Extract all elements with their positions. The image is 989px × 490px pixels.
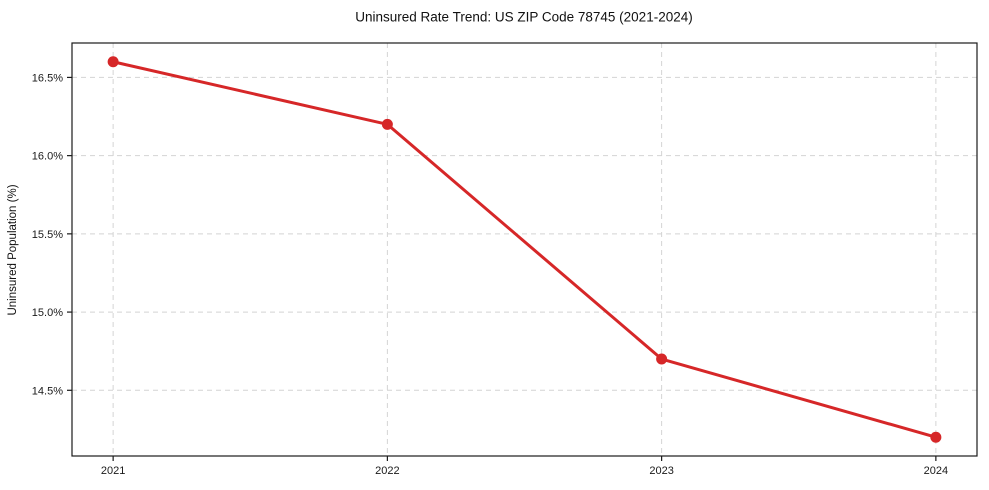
y-tick-label: 16.0% bbox=[32, 151, 63, 163]
data-point-marker bbox=[930, 431, 942, 443]
y-tick-label: 15.0% bbox=[32, 307, 63, 319]
y-tick-label: 15.5% bbox=[32, 229, 63, 241]
x-tick-label: 2021 bbox=[101, 465, 125, 477]
data-point-marker bbox=[107, 56, 119, 68]
x-tick-label: 2022 bbox=[375, 465, 399, 477]
data-point-marker bbox=[656, 353, 668, 365]
plot-border bbox=[71, 42, 978, 457]
chart-title: Uninsured Rate Trend: US ZIP Code 78745 … bbox=[355, 9, 693, 25]
x-tick-label: 2024 bbox=[924, 465, 948, 477]
data-point-marker bbox=[381, 118, 393, 130]
y-tick-label: 14.5% bbox=[32, 385, 63, 397]
y-tick-label: 16.5% bbox=[32, 72, 63, 84]
x-tick-label: 2023 bbox=[649, 465, 673, 477]
trend-line bbox=[111, 60, 938, 439]
y-axis-label: Uninsured Population (%) bbox=[7, 184, 19, 316]
